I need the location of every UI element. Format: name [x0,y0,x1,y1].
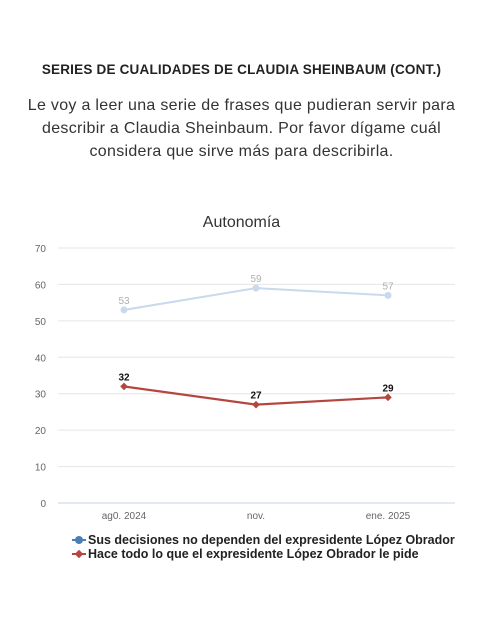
page-heading: SERIES DE CUALIDADES DE CLAUDIA SHEINBAU… [41,62,442,77]
legend-diamond-icon [72,549,86,559]
data-label: 29 [382,383,394,394]
x-tick-label: ene. 2025 [366,511,411,522]
legend-item-series-2[interactable]: Hace todo lo que el expresidente López O… [72,547,455,561]
chart-legend: Sus decisiones no dependen del expreside… [72,533,455,561]
y-tick-label: 20 [35,426,47,437]
data-point [252,400,260,409]
data-label: 27 [250,391,262,402]
y-tick-label: 60 [35,280,47,291]
data-point [384,393,392,402]
y-tick-label: 0 [40,499,46,510]
y-tick-label: 50 [35,317,47,328]
y-tick-label: 30 [35,390,47,401]
data-label: 32 [118,372,130,383]
y-tick-label: 40 [35,353,47,364]
data-label: 59 [250,274,262,285]
chart-title: Autonomía [202,214,281,231]
legend-circle-icon [72,535,86,545]
data-point [384,291,392,299]
survey-question: Le voy a leer una serie de frases que pu… [27,97,456,160]
y-tick-label: 10 [35,463,47,474]
data-point [252,284,260,292]
line-chart: 0 10 20 30 40 50 60 70 ag0. 2024 nov. ene. 2025 53 5… [35,244,455,522]
legend-item-series-1[interactable]: Sus decisiones no dependen del expreside… [72,533,455,547]
data-point [120,382,128,391]
y-tick-label: 70 [35,244,47,255]
legend-label-series-2: Hace todo lo que el expresidente López O… [88,547,419,561]
data-label: 53 [118,296,130,307]
data-point [120,306,128,314]
data-label: 57 [382,281,394,292]
x-tick-label: ag0. 2024 [102,511,147,522]
x-tick-label: nov. [247,511,265,522]
legend-label-series-1: Sus decisiones no dependen del expreside… [88,533,455,547]
